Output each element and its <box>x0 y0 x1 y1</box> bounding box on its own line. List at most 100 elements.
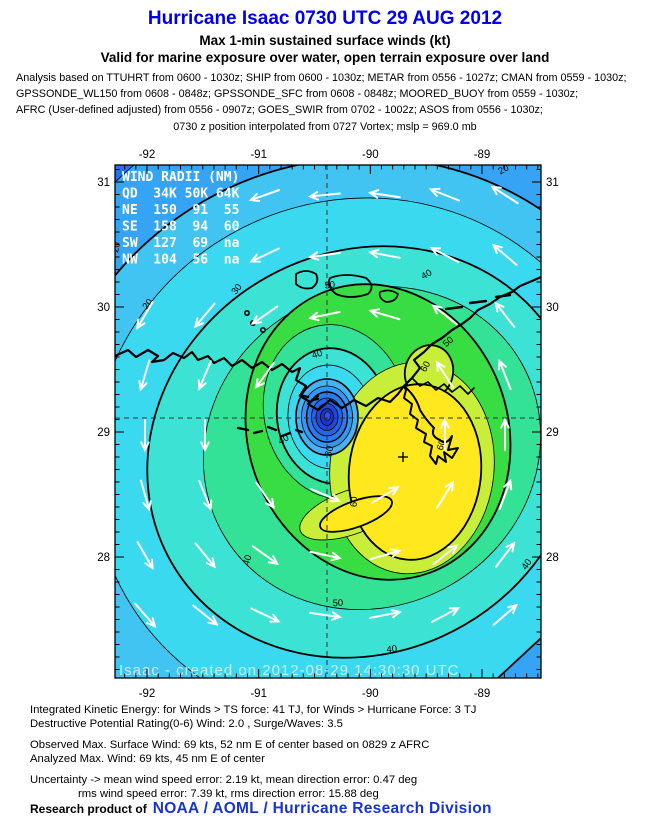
lon-label-bottom: -92 <box>139 688 156 700</box>
wind-arrow <box>136 541 154 570</box>
subtitle-validity: Valid for marine exposure over water, op… <box>100 50 550 65</box>
credit-prefix: Research product of <box>30 802 147 816</box>
uncertainty-line-1: Uncertainty -> mean wind speed error: 2.… <box>30 774 418 786</box>
contour-label-60: 60 <box>418 359 433 374</box>
lat-label-left: 31 <box>97 177 110 189</box>
observed-max-marker <box>398 452 408 462</box>
analysis-line-2: GPSSONDE_WL150 from 0608 - 0848z; GPSSON… <box>16 88 579 100</box>
wind-arrow <box>309 550 342 562</box>
dpr-line: Destructive Potential Rating(0-6) Wind: … <box>30 718 343 730</box>
wind-arrow <box>192 604 219 626</box>
wind-arrow <box>200 419 210 453</box>
wind-arrow <box>193 302 216 329</box>
position-mslp-line: 0730 z position interpolated from 0727 V… <box>173 121 477 133</box>
ike-line: Integrated Kinetic Energy: for Winds > T… <box>30 704 477 716</box>
wind-arrow <box>367 189 401 199</box>
analysis-line-3: AFRC (User-defined adjusted) from 0556 -… <box>16 104 543 116</box>
wind-arrow <box>490 185 519 205</box>
analyzed-max-wind-line: Analyzed Max. Wind: 69 kts, 45 nm E of c… <box>30 753 265 765</box>
center-crosshair <box>115 165 541 678</box>
contour-label-60: 60 <box>349 496 361 507</box>
wind-arrow <box>250 607 281 623</box>
wind-arrow <box>497 358 512 390</box>
wind-arrow <box>139 479 152 512</box>
wind-arrow <box>248 189 281 202</box>
axis-ticks <box>115 165 541 678</box>
wind-arrow <box>249 247 280 263</box>
wind-arrow <box>369 548 402 561</box>
contour-label-40: 40 <box>386 644 397 656</box>
uncertainty-line-2: rms wind speed error: 7.39 kt, rms direc… <box>78 788 379 800</box>
wind-arrow <box>369 608 402 619</box>
wind-arrow <box>308 311 341 322</box>
credit-org-link[interactable]: NOAA / AOML / Hurricane Research Divisio… <box>152 800 492 817</box>
wind-arrow <box>307 251 341 261</box>
wind-arrow <box>136 301 154 330</box>
contour-label-40: 40 <box>310 348 323 362</box>
wind-arrow <box>255 361 275 390</box>
observed-max-wind-line: Observed Max. Surface Wind: 69 kts, 52 n… <box>30 739 430 751</box>
lon-label-top: -92 <box>139 149 156 161</box>
map-watermark: Isaac - created on 2012-08-29 14:30:30 U… <box>119 662 460 679</box>
wind-arrow <box>429 246 460 263</box>
lat-label-left: 29 <box>97 427 110 439</box>
wind-radii-row: NE 150 91 55 <box>122 203 239 218</box>
lat-label-right: 30 <box>546 302 559 314</box>
credit-line: Research product of NOAA / AOML / Hurric… <box>30 800 492 818</box>
wind-arrow <box>255 481 275 510</box>
wind-arrow <box>436 480 455 509</box>
contour-label-50: 50 <box>324 280 335 292</box>
footer-stats-block: Integrated Kinetic Energy: for Winds > T… <box>30 703 630 801</box>
lon-label-bottom: -89 <box>474 688 491 700</box>
wind-radii-row: SE 158 94 60 <box>122 220 240 235</box>
wind-arrow <box>492 603 518 626</box>
map-frame <box>114 164 542 679</box>
lon-label-bottom: -91 <box>250 688 267 700</box>
wind-arrow <box>435 360 455 389</box>
wind-arrow <box>197 360 212 391</box>
wind-arrow <box>498 478 513 510</box>
lat-label-right: 28 <box>546 552 559 564</box>
wind-arrow <box>194 542 216 569</box>
wind-arrows <box>134 185 519 629</box>
wind-arrow <box>430 606 461 623</box>
wind-arrow <box>440 417 450 451</box>
contour-label-40: 40 <box>276 432 291 447</box>
wind-radii-title: WIND RADII (NM) <box>122 170 239 185</box>
analysis-line-1: Analysis based on TTUHRT from 0600 - 103… <box>16 72 627 84</box>
contour-label-30: 30 <box>323 445 336 458</box>
lat-label-left: 28 <box>97 552 110 564</box>
coastline <box>115 270 541 465</box>
lon-label-top: -91 <box>250 149 267 161</box>
contour-label-50: 50 <box>332 598 343 610</box>
lat-label-right: 29 <box>546 427 559 439</box>
contour-label-20: 20 <box>110 241 123 254</box>
lon-label-top: -90 <box>362 149 379 161</box>
lat-label-left: 30 <box>97 302 110 314</box>
wind-arrow <box>307 191 341 201</box>
analysis-sources-block: Analysis based on TTUHRT from 0600 - 103… <box>16 70 642 118</box>
wind-arrow <box>491 243 518 266</box>
wind-arrow <box>251 545 280 565</box>
contour-label-40: 40 <box>519 557 534 572</box>
wind-arrow <box>310 488 341 503</box>
wind-arrow <box>309 611 343 621</box>
wind-arrow <box>500 417 510 451</box>
wind-arrow <box>368 248 401 259</box>
wind-arrow <box>134 602 157 629</box>
wind-radii-row: NW 104 56 na <box>122 253 240 268</box>
wind-arrow <box>431 304 458 326</box>
lon-label-top: -89 <box>474 149 491 161</box>
wind-radii-row: SW 127 69 na <box>122 236 240 251</box>
axis-labels: -92 -92 -91 -91 -90 -90 -89 -89 31 31 30 30 29 29 28 28 <box>97 149 559 700</box>
contour-label-40: 40 <box>419 267 434 282</box>
contour-label-40: 40 <box>241 553 255 566</box>
wind-arrow <box>368 308 401 321</box>
lat-label-right: 31 <box>546 177 559 189</box>
wind-arrow <box>198 480 213 511</box>
wind-arrow <box>494 541 516 568</box>
